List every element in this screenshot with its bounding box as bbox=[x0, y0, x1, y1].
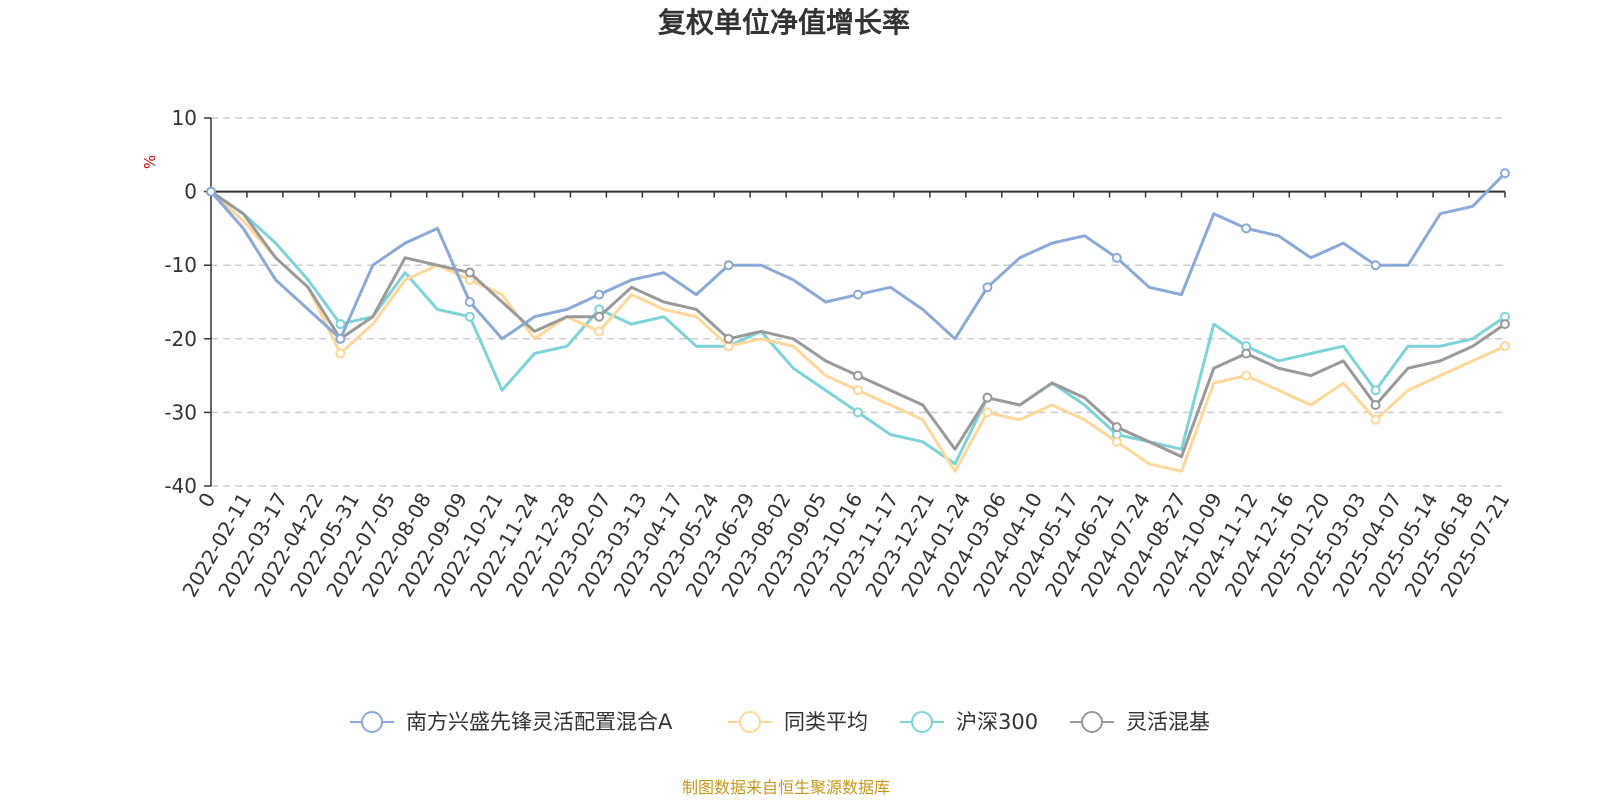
series-point bbox=[1241, 370, 1252, 381]
series-point bbox=[206, 186, 216, 197]
legend-label: 南方兴盛先锋灵活配置混合A bbox=[406, 710, 673, 734]
series-lines bbox=[206, 168, 1510, 473]
series-point bbox=[1241, 223, 1252, 234]
y-tick-label: 0 bbox=[184, 180, 197, 204]
series-point bbox=[982, 407, 993, 418]
series-point bbox=[1370, 260, 1381, 271]
series-point bbox=[594, 311, 605, 322]
series-point bbox=[853, 407, 863, 418]
series-line bbox=[210, 190, 1506, 466]
y-tick-label: 10 bbox=[172, 106, 197, 130]
series-point bbox=[594, 326, 605, 337]
series-point bbox=[335, 333, 346, 344]
series-point bbox=[1111, 436, 1122, 447]
legend-label: 同类平均 bbox=[784, 710, 868, 734]
series-point bbox=[594, 289, 605, 300]
legend-swatch-marker bbox=[361, 711, 383, 733]
series-point bbox=[723, 260, 734, 271]
y-tick-label: -20 bbox=[164, 327, 197, 351]
series-point bbox=[1241, 348, 1252, 359]
legend-label: 灵活混基 bbox=[1126, 710, 1210, 734]
x-axis: 02022-02-112022-03-172022-04-222022-05-3… bbox=[177, 190, 1514, 601]
series-line bbox=[209, 172, 1507, 341]
source-note: 制图数据来自恒生聚源数据库 bbox=[682, 778, 890, 797]
series-point bbox=[464, 297, 475, 307]
series-point bbox=[1370, 414, 1381, 425]
legend-swatch-marker bbox=[739, 711, 761, 733]
legend-label: 沪深300 bbox=[956, 710, 1038, 734]
series-point bbox=[982, 282, 993, 293]
series-point bbox=[1111, 422, 1122, 433]
series-point bbox=[853, 289, 863, 300]
series-point bbox=[853, 385, 863, 396]
y-axis: 10 0 -10 -20 -30 -40 bbox=[164, 106, 212, 498]
y-axis-unit: % bbox=[141, 155, 159, 169]
y-tick-label: -30 bbox=[164, 400, 197, 424]
series-point bbox=[1500, 341, 1510, 352]
y-tick-label: -40 bbox=[164, 474, 197, 498]
series-point bbox=[1370, 385, 1381, 396]
y-tick-label: -10 bbox=[164, 253, 197, 277]
series-point bbox=[1111, 252, 1122, 263]
grid-lines bbox=[211, 117, 1505, 487]
x-tick-label: 0 bbox=[193, 489, 220, 512]
series-point bbox=[335, 319, 346, 330]
series-point bbox=[464, 311, 475, 322]
legend[interactable]: 南方兴盛先锋灵活配置混合A 同类平均 沪深300 灵活混基 bbox=[350, 710, 1210, 734]
series-line bbox=[209, 190, 1506, 473]
series-point bbox=[723, 333, 734, 344]
series-point bbox=[853, 370, 863, 381]
series-point bbox=[335, 348, 346, 359]
series-point bbox=[982, 392, 993, 403]
chart-title: 复权单位净值增长率 bbox=[658, 6, 910, 39]
series-point bbox=[1500, 319, 1510, 330]
series-point bbox=[1370, 400, 1381, 411]
legend-swatch-marker bbox=[1081, 711, 1103, 733]
legend-swatch-marker bbox=[911, 711, 933, 733]
series-point bbox=[464, 267, 475, 278]
series-point bbox=[1500, 168, 1510, 179]
